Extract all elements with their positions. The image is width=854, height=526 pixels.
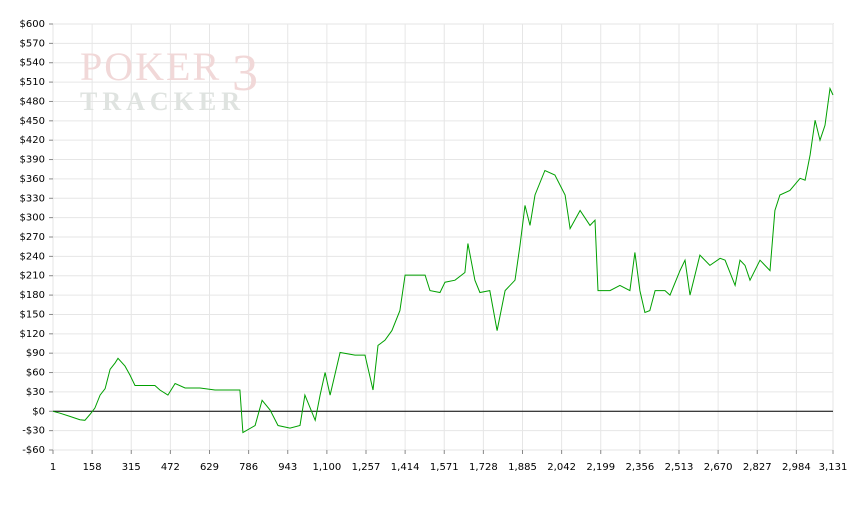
y-tick-label: -$60 (22, 445, 45, 456)
watermark-bottom: TRACKER (80, 87, 245, 116)
x-tick-label: 2,984 (782, 462, 811, 473)
y-tick-label: -$30 (22, 426, 45, 437)
y-tick-label: $240 (20, 251, 45, 262)
y-tick-label: $540 (20, 58, 45, 69)
x-tick-label: 786 (239, 462, 258, 473)
y-tick-label: $90 (26, 348, 45, 359)
y-tick-label: $450 (20, 116, 45, 127)
y-tick-label: $180 (20, 290, 45, 301)
x-tick-label: 2,827 (743, 462, 772, 473)
x-tick-label: 1,885 (508, 462, 537, 473)
x-tick-label: 629 (200, 462, 219, 473)
y-tick-label: $480 (20, 96, 45, 107)
y-tick-label: $120 (20, 329, 45, 340)
x-tick-label: 1,414 (391, 462, 420, 473)
y-tick-label: $390 (20, 155, 45, 166)
x-tick-label: 2,356 (626, 462, 655, 473)
x-tick-label: 158 (83, 462, 102, 473)
x-tick-label: 1,257 (352, 462, 381, 473)
y-tick-label: $570 (20, 38, 45, 49)
x-tick-label: 2,670 (704, 462, 733, 473)
x-tick-label: 3,131 (819, 462, 848, 473)
watermark-top: POKER (80, 44, 221, 89)
x-tick-label: 2,042 (547, 462, 576, 473)
y-tick-label: $510 (20, 77, 45, 88)
y-tick-label: $420 (20, 135, 45, 146)
x-tick-label: 943 (278, 462, 297, 473)
grid (52, 23, 834, 451)
y-tick-label: $270 (20, 232, 45, 243)
y-tick-label: $210 (20, 271, 45, 282)
watermark-number: 3 (232, 45, 258, 102)
x-tick-label: 2,513 (665, 462, 694, 473)
y-tick-label: $60 (26, 368, 45, 379)
y-tick-label: $600 (20, 19, 45, 30)
x-tick-label: 1 (50, 462, 56, 473)
y-tick-label: $360 (20, 174, 45, 185)
y-tick-label: $30 (26, 387, 45, 398)
x-tick-label: 1,728 (469, 462, 498, 473)
x-tick-label: 1,100 (313, 462, 342, 473)
x-tick-label: 2,199 (586, 462, 615, 473)
x-tick-label: 315 (122, 462, 141, 473)
x-tick-label: 1,571 (430, 462, 459, 473)
y-tick-label: $330 (20, 193, 45, 204)
line-series (52, 86, 834, 434)
y-tick-label: $300 (20, 213, 45, 224)
x-tick-label: 472 (161, 462, 180, 473)
y-tick-label: $0 (32, 406, 45, 417)
y-tick-label: $150 (20, 309, 45, 320)
